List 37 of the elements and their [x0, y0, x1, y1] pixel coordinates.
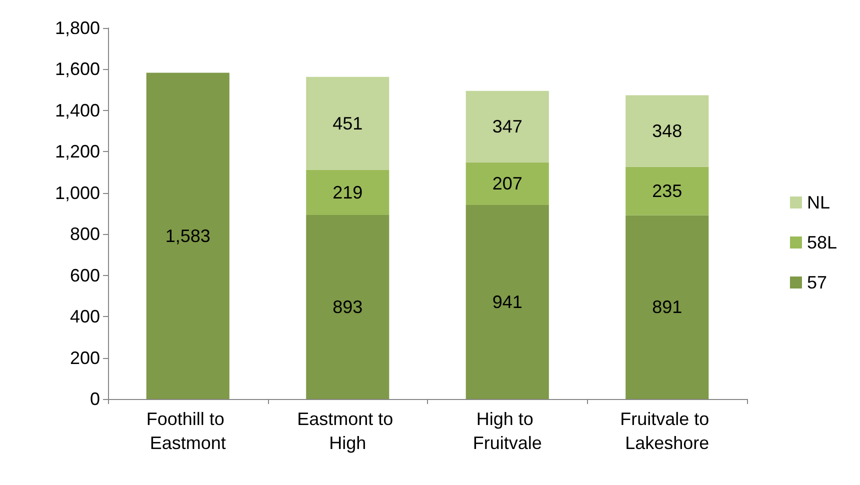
y-tick-label: 1,000: [54, 182, 100, 203]
bar: [626, 95, 709, 167]
x-tick-label: High to Fruitvale: [472, 409, 542, 453]
data-label: 235: [652, 181, 682, 202]
y-tick-label: 1,200: [54, 142, 100, 162]
bar: [466, 205, 549, 399]
bar: [306, 170, 390, 215]
data-label: 207: [492, 174, 522, 194]
bar: [466, 162, 549, 206]
data-label: 893: [332, 296, 363, 317]
x-tick-label: Fruitvale to Lakeshore: [620, 409, 714, 453]
y-tick-label: 1,600: [54, 59, 100, 80]
bar: [306, 76, 390, 170]
y-tick-label: 800: [70, 224, 100, 244]
x-tick-label: Eastmont to High: [297, 409, 398, 453]
data-label: 1,583: [165, 226, 210, 246]
data-label: 451: [332, 113, 363, 134]
y-tick-label: 400: [70, 306, 100, 327]
y-tick-label: 1,400: [54, 100, 100, 120]
bar: [306, 214, 390, 399]
y-tick-label: 1,800: [54, 18, 100, 38]
y-tick-label: 0: [90, 389, 100, 409]
data-label: 348: [652, 121, 682, 142]
x-tick-label: Foothill to Eastmont: [146, 409, 230, 453]
bar: [146, 72, 230, 399]
legend-label: NL: [806, 192, 830, 212]
y-tick-label: 200: [70, 348, 100, 368]
data-label: 219: [332, 182, 363, 202]
bar: [466, 90, 549, 162]
legend-label: 58L: [806, 232, 838, 252]
data-label: 941: [492, 292, 522, 312]
legend-label: 57: [806, 272, 827, 292]
data-label: 891: [652, 297, 682, 318]
bar: [626, 166, 709, 216]
data-label: 347: [492, 116, 522, 137]
bar: [626, 215, 709, 399]
y-tick-label: 600: [70, 265, 100, 286]
